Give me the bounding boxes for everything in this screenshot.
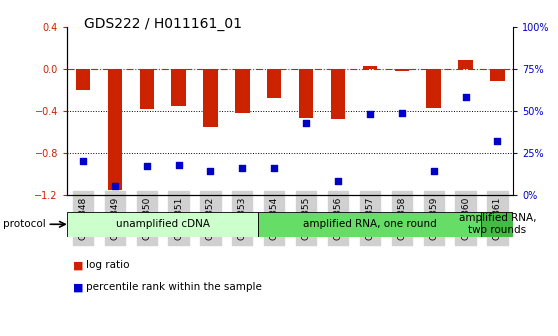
Bar (458, 60, 473, 69)
Point (174, 162, 183, 167)
Point (142, 164, 151, 169)
Point (238, 165, 247, 171)
Bar (76, 69, 90, 90)
Text: ■: ■ (73, 282, 83, 292)
Bar (482, 212, 513, 237)
Bar (395, 69, 409, 71)
Point (365, 112, 374, 117)
Bar (490, 69, 504, 82)
Text: GDS222 / H011161_01: GDS222 / H011161_01 (84, 17, 242, 31)
Bar (171, 69, 186, 106)
Bar (203, 69, 218, 127)
Point (79, 159, 88, 164)
Bar (267, 69, 281, 98)
Bar (363, 66, 377, 69)
Bar (258, 212, 482, 237)
Point (206, 169, 215, 174)
Bar (67, 212, 258, 237)
Text: percentile rank within the sample: percentile rank within the sample (86, 282, 262, 292)
Bar (426, 69, 441, 108)
Point (270, 165, 278, 171)
Bar (299, 69, 313, 118)
Bar (140, 69, 154, 109)
Text: log ratio: log ratio (86, 260, 130, 270)
Bar (235, 69, 249, 113)
Text: protocol: protocol (3, 219, 46, 229)
Text: unamplified cDNA: unamplified cDNA (116, 219, 210, 229)
Point (302, 120, 311, 125)
Point (461, 95, 470, 100)
Bar (331, 69, 345, 119)
Point (429, 169, 438, 174)
Point (397, 110, 406, 115)
Text: amplified RNA,
two rounds: amplified RNA, two rounds (459, 213, 536, 235)
Text: ■: ■ (73, 260, 83, 270)
Bar (108, 69, 122, 190)
Point (110, 184, 119, 189)
Point (493, 138, 502, 144)
Point (334, 179, 343, 184)
Text: amplified RNA, one round: amplified RNA, one round (303, 219, 437, 229)
